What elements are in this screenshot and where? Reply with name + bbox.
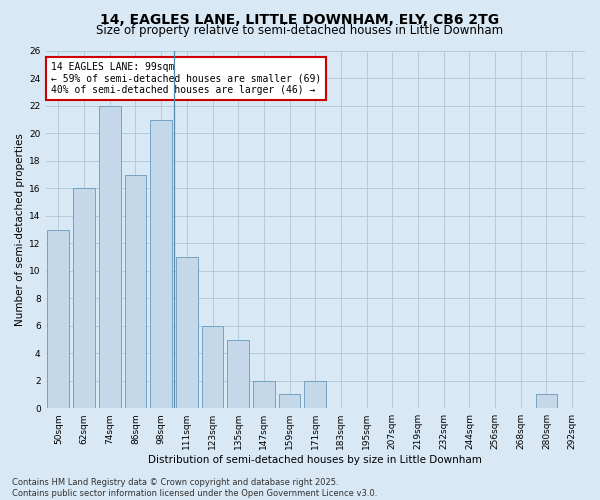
Bar	[125, 174, 146, 408]
Bar	[227, 340, 249, 408]
Bar	[304, 380, 326, 408]
Text: Contains HM Land Registry data © Crown copyright and database right 2025.
Contai: Contains HM Land Registry data © Crown c…	[12, 478, 377, 498]
Bar	[73, 188, 95, 408]
Bar	[253, 380, 275, 408]
Text: 14, EAGLES LANE, LITTLE DOWNHAM, ELY, CB6 2TG: 14, EAGLES LANE, LITTLE DOWNHAM, ELY, CB…	[100, 12, 500, 26]
Bar	[150, 120, 172, 408]
Bar	[176, 257, 198, 408]
Bar	[278, 394, 301, 408]
Bar	[99, 106, 121, 408]
Y-axis label: Number of semi-detached properties: Number of semi-detached properties	[15, 133, 25, 326]
X-axis label: Distribution of semi-detached houses by size in Little Downham: Distribution of semi-detached houses by …	[148, 455, 482, 465]
Text: 14 EAGLES LANE: 99sqm
← 59% of semi-detached houses are smaller (69)
40% of semi: 14 EAGLES LANE: 99sqm ← 59% of semi-deta…	[51, 62, 321, 95]
Text: Size of property relative to semi-detached houses in Little Downham: Size of property relative to semi-detach…	[97, 24, 503, 37]
Bar	[202, 326, 223, 408]
Bar	[536, 394, 557, 408]
Bar	[47, 230, 69, 408]
